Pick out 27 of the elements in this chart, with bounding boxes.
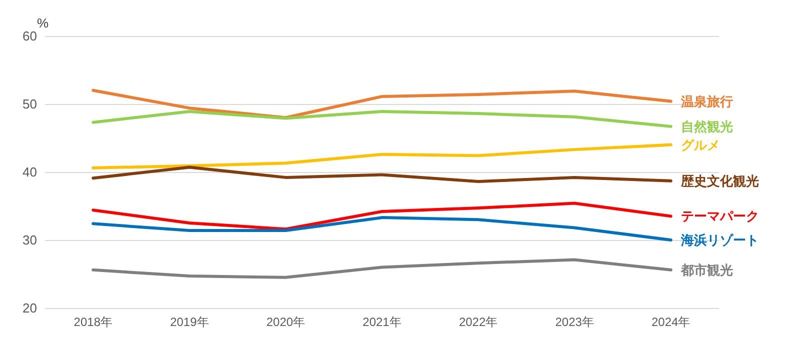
line-series: [92, 110, 672, 128]
x-tick-label: 2022年: [458, 315, 498, 329]
series-label: 温泉旅行: [680, 94, 733, 109]
line-series: [92, 258, 672, 279]
x-tick-label: 2020年: [266, 315, 306, 329]
y-tick-label: 20: [22, 300, 37, 316]
line-series: [92, 166, 672, 184]
x-tick-label: 2024年: [652, 315, 690, 329]
x-tick-label: 2019年: [170, 315, 209, 329]
x-tick-label: 2018年: [74, 315, 112, 329]
line-series: [92, 143, 672, 170]
y-tick-label: 50: [22, 96, 37, 112]
series-label: 都市観光: [680, 262, 733, 278]
y-tick-label: 30: [22, 232, 37, 248]
y-axis-title: %: [37, 16, 49, 31]
x-tick-label: 2023年: [555, 315, 594, 329]
series-label: 歴史文化観光: [680, 173, 759, 188]
series-label: 自然観光: [680, 118, 733, 134]
series-label: テーマパーク: [680, 208, 759, 224]
series-label: グルメ: [680, 137, 720, 152]
line-series: [92, 202, 672, 231]
series-label: 海浜リゾート: [680, 232, 759, 248]
line-series: [92, 216, 672, 242]
x-tick-label: 2021年: [362, 315, 402, 329]
y-tick-label: 60: [22, 28, 37, 44]
line-series: [92, 88, 672, 120]
y-tick-label: 40: [22, 164, 37, 180]
